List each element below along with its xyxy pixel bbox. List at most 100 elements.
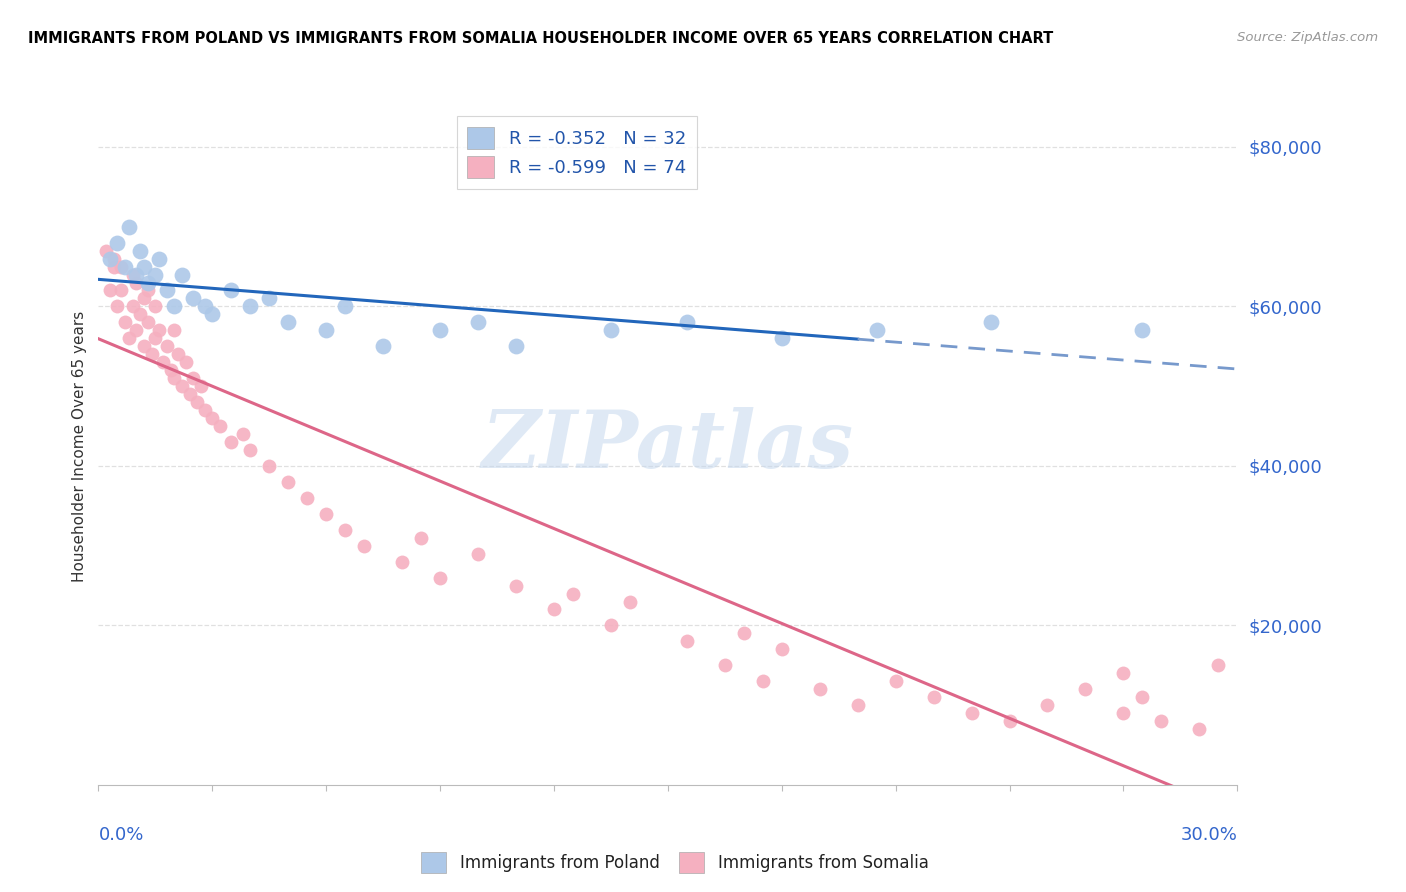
- Point: [179, 387, 201, 401]
- Point: [1150, 714, 1173, 728]
- Point: [114, 260, 136, 274]
- Point: [201, 307, 224, 321]
- Point: [110, 284, 132, 298]
- Point: [467, 315, 489, 329]
- Legend: R = -0.352   N = 32, R = -0.599   N = 74: R = -0.352 N = 32, R = -0.599 N = 74: [457, 116, 697, 189]
- Point: [194, 403, 217, 417]
- Point: [221, 284, 243, 298]
- Point: [129, 244, 152, 258]
- Point: [186, 395, 208, 409]
- Point: [98, 284, 121, 298]
- Point: [132, 292, 155, 306]
- Point: [183, 371, 205, 385]
- Point: [152, 355, 174, 369]
- Point: [371, 339, 394, 353]
- Point: [125, 323, 148, 337]
- Point: [163, 323, 186, 337]
- Text: Source: ZipAtlas.com: Source: ZipAtlas.com: [1237, 31, 1378, 45]
- Point: [156, 284, 179, 298]
- Text: IMMIGRANTS FROM POLAND VS IMMIGRANTS FROM SOMALIA HOUSEHOLDER INCOME OVER 65 YEA: IMMIGRANTS FROM POLAND VS IMMIGRANTS FRO…: [28, 31, 1053, 46]
- Point: [752, 674, 775, 689]
- Point: [208, 419, 231, 434]
- Point: [132, 339, 155, 353]
- Point: [411, 531, 433, 545]
- Point: [960, 706, 983, 721]
- Point: [922, 690, 945, 705]
- Point: [600, 618, 623, 632]
- Point: [110, 260, 132, 274]
- Text: 30.0%: 30.0%: [1181, 826, 1237, 844]
- Point: [118, 331, 141, 345]
- Point: [141, 347, 163, 361]
- Point: [429, 571, 451, 585]
- Point: [145, 268, 167, 282]
- Point: [148, 323, 170, 337]
- Text: 0.0%: 0.0%: [98, 826, 143, 844]
- Point: [145, 331, 167, 345]
- Point: [107, 300, 129, 314]
- Point: [1132, 690, 1154, 705]
- Point: [103, 252, 125, 266]
- Point: [183, 292, 205, 306]
- Point: [145, 300, 167, 314]
- Point: [239, 442, 262, 457]
- Point: [170, 379, 193, 393]
- Point: [98, 252, 121, 266]
- Point: [676, 634, 699, 648]
- Point: [562, 586, 585, 600]
- Point: [543, 602, 565, 616]
- Point: [103, 260, 125, 274]
- Point: [1208, 658, 1230, 673]
- Point: [315, 507, 337, 521]
- Point: [467, 547, 489, 561]
- Point: [194, 300, 217, 314]
- Point: [866, 323, 889, 337]
- Point: [1132, 323, 1154, 337]
- Point: [94, 244, 117, 258]
- Point: [315, 323, 337, 337]
- Point: [1112, 666, 1135, 681]
- Point: [1074, 682, 1097, 697]
- Point: [136, 315, 159, 329]
- Point: [125, 276, 148, 290]
- Point: [1112, 706, 1135, 721]
- Point: [170, 268, 193, 282]
- Point: [998, 714, 1021, 728]
- Point: [239, 300, 262, 314]
- Point: [714, 658, 737, 673]
- Point: [174, 355, 197, 369]
- Point: [148, 252, 170, 266]
- Point: [600, 323, 623, 337]
- Point: [676, 315, 699, 329]
- Point: [259, 292, 281, 306]
- Point: [114, 315, 136, 329]
- Point: [136, 276, 159, 290]
- Point: [770, 331, 793, 345]
- Point: [163, 300, 186, 314]
- Point: [353, 539, 375, 553]
- Y-axis label: Householder Income Over 65 years: Householder Income Over 65 years: [72, 310, 87, 582]
- Point: [121, 268, 143, 282]
- Point: [190, 379, 212, 393]
- Point: [979, 315, 1001, 329]
- Point: [391, 555, 413, 569]
- Point: [125, 268, 148, 282]
- Point: [167, 347, 190, 361]
- Point: [277, 315, 299, 329]
- Point: [221, 435, 243, 450]
- Point: [297, 491, 319, 505]
- Point: [121, 300, 143, 314]
- Point: [1188, 722, 1211, 736]
- Point: [505, 578, 527, 592]
- Point: [335, 523, 357, 537]
- Point: [884, 674, 907, 689]
- Point: [156, 339, 179, 353]
- Point: [132, 260, 155, 274]
- Point: [232, 427, 254, 442]
- Point: [1036, 698, 1059, 713]
- Point: [259, 458, 281, 473]
- Point: [770, 642, 793, 657]
- Point: [136, 284, 159, 298]
- Point: [619, 594, 641, 608]
- Legend: Immigrants from Poland, Immigrants from Somalia: Immigrants from Poland, Immigrants from …: [415, 846, 935, 880]
